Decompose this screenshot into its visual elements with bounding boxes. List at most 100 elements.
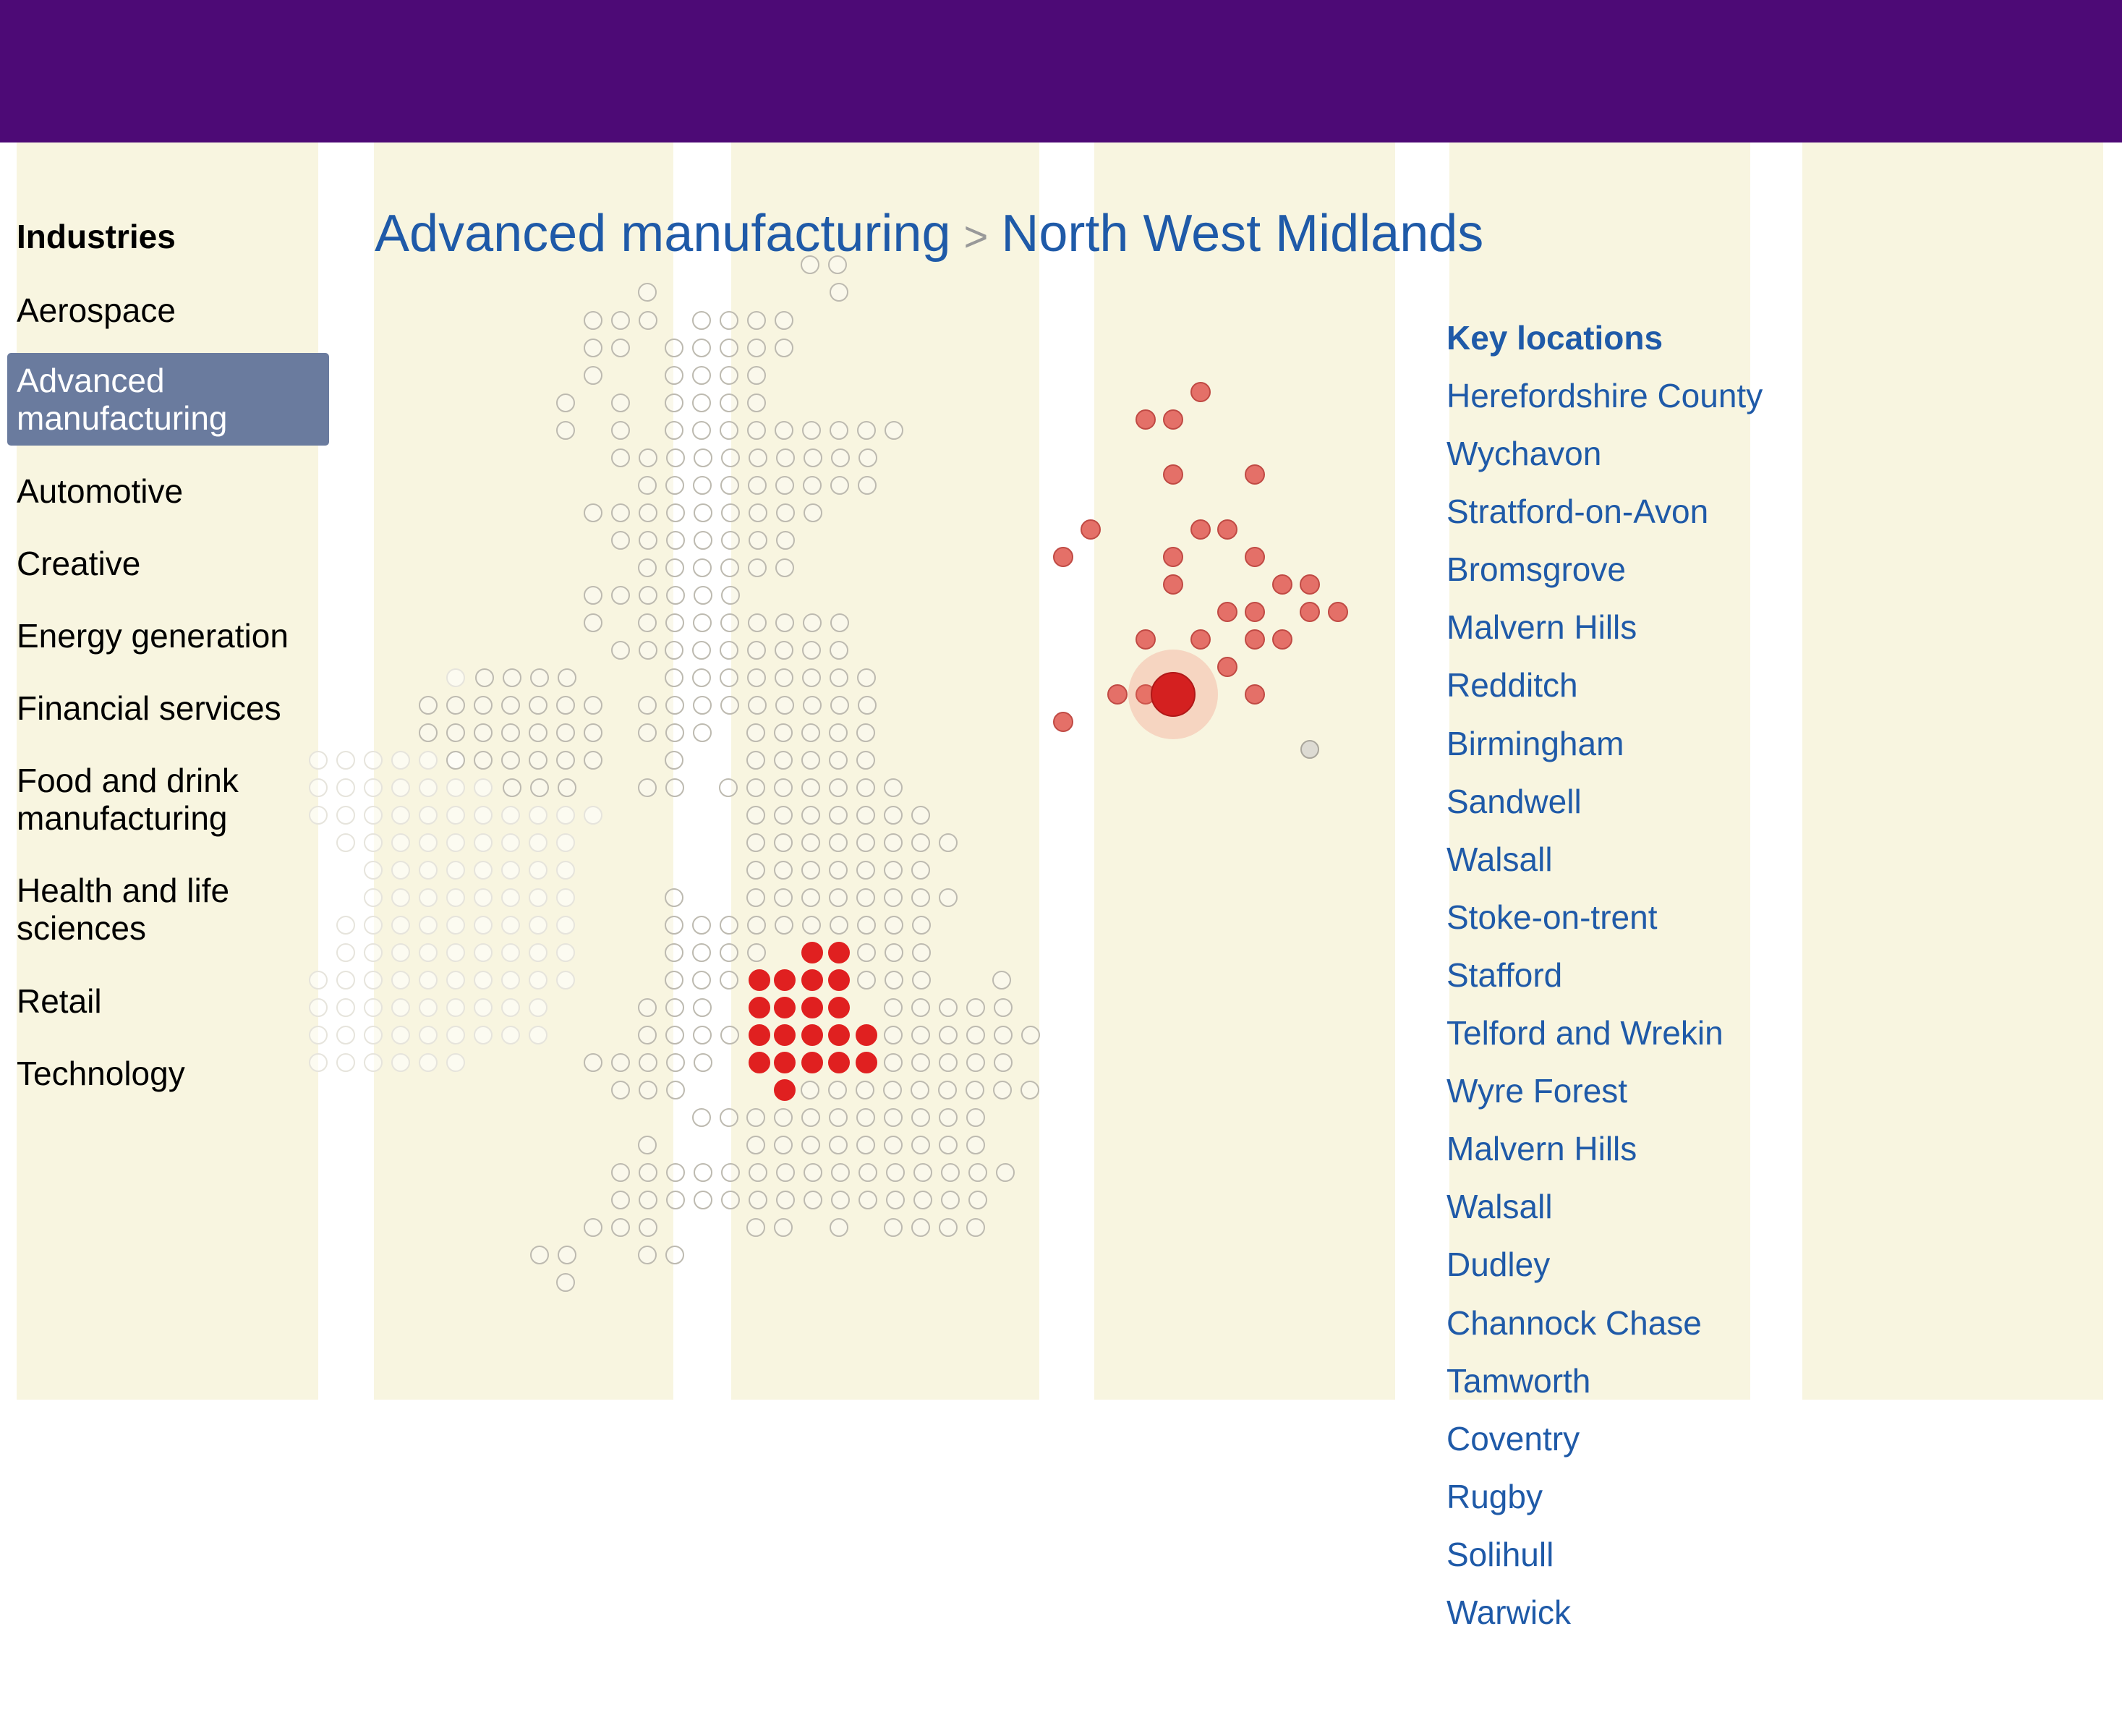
uk-map-dot xyxy=(748,476,767,495)
uk-map-dot xyxy=(720,916,738,935)
uk-map-dot xyxy=(364,888,383,907)
uk-map-dot xyxy=(939,998,958,1017)
location-link[interactable]: Telford and Wrekin xyxy=(1446,1014,1723,1052)
background-column xyxy=(1449,142,1750,1400)
uk-map-dot xyxy=(446,916,465,935)
uk-map-dot xyxy=(748,696,767,715)
uk-map-dot xyxy=(692,916,711,935)
uk-map-dot xyxy=(801,861,820,880)
uk-map-dot xyxy=(694,531,712,550)
uk-map-dot xyxy=(336,943,355,962)
uk-map-dot xyxy=(693,696,712,715)
uk-map-dot xyxy=(774,833,793,852)
location-link[interactable]: Bromsgrove xyxy=(1446,550,1626,589)
uk-map-dot xyxy=(638,283,657,302)
location-link[interactable]: Malvern Hills xyxy=(1446,608,1637,647)
location-link[interactable]: Sandwell xyxy=(1446,782,1582,820)
uk-map-dot xyxy=(665,613,684,632)
region-highlight-dot xyxy=(1190,519,1211,540)
uk-map-dot xyxy=(911,1136,930,1154)
industry-item-automotive[interactable]: Automotive xyxy=(17,472,184,510)
uk-map-dot xyxy=(639,1081,657,1099)
location-link[interactable]: Wychavon xyxy=(1446,435,1602,473)
uk-map-dot xyxy=(692,943,711,962)
uk-map-dot xyxy=(939,1136,958,1154)
uk-map-dot xyxy=(993,1081,1012,1099)
uk-map-dot xyxy=(694,586,712,605)
industry-item-aerospace[interactable]: Aerospace xyxy=(17,292,176,329)
location-link[interactable]: Wyre Forest xyxy=(1446,1072,1628,1110)
uk-map-dot xyxy=(556,1273,575,1292)
location-link[interactable]: Stafford xyxy=(1446,956,1563,994)
uk-map-dot xyxy=(419,998,438,1017)
uk-map-dot xyxy=(774,888,793,907)
uk-map-dot xyxy=(720,668,738,687)
uk-map-highlight-dot xyxy=(774,1024,796,1046)
region-highlight-dot xyxy=(1272,629,1292,650)
location-link[interactable]: Dudley xyxy=(1446,1246,1551,1284)
title-separator: > xyxy=(963,213,989,260)
region-highlight-dot xyxy=(1190,382,1211,402)
location-link[interactable]: Tamworth xyxy=(1446,1361,1591,1400)
location-link[interactable]: Rugby xyxy=(1446,1477,1543,1515)
uk-map-dot xyxy=(336,916,355,935)
location-link[interactable]: Warwick xyxy=(1446,1593,1572,1631)
uk-map-dot xyxy=(803,476,822,495)
location-link[interactable]: Malvern Hills xyxy=(1446,1130,1637,1168)
uk-map-dot xyxy=(665,393,683,412)
location-link[interactable]: Herefordshire County xyxy=(1446,377,1763,414)
uk-map-dot xyxy=(801,751,820,770)
uk-map-dot xyxy=(829,723,848,742)
location-link[interactable]: Stoke-on-trent xyxy=(1446,898,1658,936)
region-highlight-dot xyxy=(1245,684,1265,705)
location-link[interactable]: Redditch xyxy=(1446,666,1578,705)
uk-map-dot xyxy=(501,1026,520,1044)
uk-map-dot xyxy=(747,421,766,440)
industry-item-financial-services[interactable]: Financial services xyxy=(17,689,281,727)
location-link[interactable]: Birmingham xyxy=(1446,724,1624,762)
uk-map-dot xyxy=(584,503,602,522)
uk-map-dot xyxy=(941,1163,960,1182)
uk-map-dot xyxy=(720,1108,738,1127)
uk-map-dot xyxy=(694,1053,712,1072)
location-link[interactable]: Walsall xyxy=(1446,840,1553,878)
uk-map-dot xyxy=(830,283,848,302)
uk-map-dot xyxy=(884,778,903,797)
industry-item-health-and-life-sciences[interactable]: Health and life sciences xyxy=(17,872,230,947)
industry-item-creative[interactable]: Creative xyxy=(17,545,141,582)
uk-map-dot xyxy=(858,1163,877,1182)
uk-map-dot xyxy=(665,1246,684,1264)
key-locations-heading: Key locations xyxy=(1446,319,1663,357)
location-link[interactable]: Solihull xyxy=(1446,1535,1554,1573)
uk-map-dot xyxy=(774,1218,793,1237)
industry-item-energy-generation[interactable]: Energy generation xyxy=(17,617,289,655)
region-highlight-dot xyxy=(1217,657,1237,677)
uk-map-dot xyxy=(911,1081,929,1099)
uk-map-dot xyxy=(474,751,493,770)
uk-map-dot xyxy=(939,1053,958,1072)
location-link[interactable]: Walsall xyxy=(1446,1188,1553,1226)
uk-map-dot xyxy=(1020,1081,1039,1099)
uk-map-dot xyxy=(419,888,438,907)
uk-map-dot xyxy=(529,1026,547,1044)
uk-map-dot xyxy=(692,971,711,990)
uk-map-dot xyxy=(391,778,410,797)
title-industry[interactable]: Advanced manufacturing xyxy=(375,205,951,263)
uk-map-dot xyxy=(611,1163,630,1182)
location-link[interactable]: Coventry xyxy=(1446,1419,1580,1458)
uk-map-dot xyxy=(474,916,493,935)
uk-map-dot xyxy=(364,806,383,825)
uk-map-dot xyxy=(639,311,657,330)
location-link[interactable]: Channock Chase xyxy=(1446,1303,1702,1342)
uk-map-dot xyxy=(611,1081,630,1099)
uk-map-highlight-dot xyxy=(828,997,850,1018)
location-link[interactable]: Stratford-on-Avon xyxy=(1446,493,1709,531)
industry-item-retail[interactable]: Retail xyxy=(17,982,102,1020)
industry-item-food-and-drink[interactable]: Food and drink manufacturing xyxy=(17,762,239,837)
industry-item-technology[interactable]: Technology xyxy=(17,1055,185,1092)
region-highlight-dot xyxy=(1163,574,1183,595)
uk-map-dot xyxy=(966,1136,985,1154)
uk-map-dot xyxy=(419,861,438,880)
uk-map-dot xyxy=(419,1026,438,1044)
industry-item-advanced-manufacturing[interactable]: Advanced manufacturing xyxy=(7,353,329,446)
